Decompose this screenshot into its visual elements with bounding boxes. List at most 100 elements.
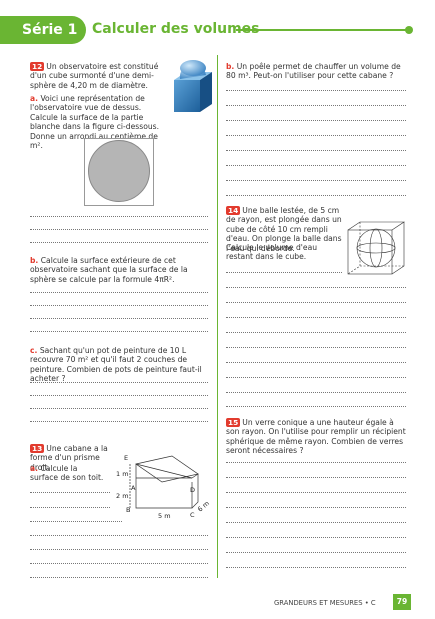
exercise-12c-label: c. bbox=[30, 346, 38, 355]
answer-line[interactable] bbox=[226, 332, 406, 333]
cube-side-face bbox=[200, 72, 212, 112]
answer-line[interactable] bbox=[226, 507, 406, 508]
exercise-13-number: 13 bbox=[30, 444, 45, 453]
dimension-5m-label: 5 m bbox=[158, 512, 171, 520]
answer-line[interactable] bbox=[226, 537, 406, 538]
answer-line[interactable] bbox=[30, 395, 208, 396]
exercise-13a-text: Calcule la surface de son toit. bbox=[30, 464, 104, 483]
exercise-12c: c. Sachant qu'un pot de peinture de 10 L… bbox=[30, 346, 212, 384]
answer-line[interactable] bbox=[30, 563, 208, 564]
answer-line[interactable] bbox=[30, 408, 208, 409]
exercise-13-intro: 13 Une cabane a la forme d'un prisme droi… bbox=[30, 444, 108, 472]
answer-line[interactable] bbox=[226, 522, 406, 523]
exercise-14-number: 14 bbox=[226, 206, 241, 215]
exercise-12b-text: Calcule la surface extérieure de cet obs… bbox=[30, 256, 188, 284]
answer-line[interactable] bbox=[226, 492, 406, 493]
answer-line[interactable] bbox=[30, 382, 208, 383]
top-view-square bbox=[84, 138, 154, 206]
answer-line[interactable] bbox=[226, 150, 406, 151]
top-view-figure bbox=[84, 138, 154, 206]
exercise-14-question: Calcule le volume d'eau restant dans le … bbox=[226, 243, 318, 262]
answer-line[interactable] bbox=[30, 292, 208, 293]
answer-line[interactable] bbox=[30, 492, 110, 493]
dimension-1m-label: 1 m bbox=[116, 470, 129, 478]
dimension-6m-label: 6 m bbox=[196, 499, 211, 513]
top-view-circle bbox=[88, 140, 150, 202]
answer-line[interactable] bbox=[30, 331, 208, 332]
prism-roof-slope bbox=[135, 463, 193, 479]
answer-line[interactable] bbox=[226, 165, 406, 166]
answer-line[interactable] bbox=[30, 549, 208, 550]
exercise-12b-label: b. bbox=[30, 256, 39, 265]
answer-line[interactable] bbox=[30, 535, 208, 536]
answer-line[interactable] bbox=[226, 392, 406, 393]
exercise-12a-label: a. bbox=[30, 94, 39, 103]
header-rule-dot bbox=[405, 26, 413, 34]
page-title: Calculer des volumes bbox=[92, 21, 260, 37]
exercise-15-text: 15 Un verre conique a une hauteur égale à… bbox=[226, 418, 406, 456]
exercise-12a-text: Voici une représentation de l'observatoi… bbox=[30, 94, 160, 151]
answer-line[interactable] bbox=[30, 507, 110, 508]
vertex-C-label: C bbox=[190, 511, 195, 519]
answer-line[interactable] bbox=[226, 90, 406, 91]
prism-side-outline bbox=[191, 473, 199, 509]
answer-line[interactable] bbox=[30, 421, 208, 422]
column-divider bbox=[217, 55, 218, 578]
answer-line[interactable] bbox=[226, 272, 342, 273]
exercise-12-number: 12 bbox=[30, 62, 45, 71]
answer-line[interactable] bbox=[226, 347, 406, 348]
exercise-15-number: 15 bbox=[226, 418, 241, 427]
prism-front-outline bbox=[135, 464, 193, 509]
ball-meridian bbox=[369, 228, 383, 268]
answer-line[interactable] bbox=[226, 567, 406, 568]
answer-line[interactable] bbox=[30, 229, 208, 230]
observatory-illustration bbox=[174, 60, 212, 112]
answer-line[interactable] bbox=[226, 180, 406, 181]
sphere-in-cube-figure bbox=[347, 221, 405, 275]
answer-line[interactable] bbox=[226, 377, 406, 378]
answer-line[interactable] bbox=[30, 521, 122, 522]
exercise-12c-text: Sachant qu'un pot de peinture de 10 L re… bbox=[30, 346, 202, 384]
exercise-13b: b. Un poêle permet de chauffer un volume… bbox=[226, 62, 408, 81]
cube-top-edges bbox=[347, 221, 405, 231]
answer-line[interactable] bbox=[226, 406, 406, 407]
footer-section: GRANDEURS ET MESURES • C bbox=[274, 599, 376, 607]
cube-front-face bbox=[174, 80, 200, 112]
exercise-13b-label: b. bbox=[226, 62, 235, 71]
answer-line[interactable] bbox=[226, 135, 406, 136]
answer-line[interactable] bbox=[30, 318, 208, 319]
answer-line[interactable] bbox=[226, 302, 406, 303]
answer-line[interactable] bbox=[30, 242, 208, 243]
answer-line[interactable] bbox=[226, 287, 406, 288]
page-header: Série 1 Calculer des volumes bbox=[0, 14, 435, 46]
vertex-D-label: D bbox=[190, 486, 195, 494]
answer-line[interactable] bbox=[226, 477, 406, 478]
answer-line[interactable] bbox=[226, 120, 406, 121]
answer-line[interactable] bbox=[226, 552, 406, 553]
answer-line[interactable] bbox=[226, 195, 406, 196]
answer-line[interactable] bbox=[226, 362, 406, 363]
exercise-13a: a. Calcule la surface de son toit. bbox=[30, 464, 106, 483]
vertex-E-label: E bbox=[124, 454, 128, 462]
exercise-13a-label: a. bbox=[30, 464, 39, 473]
answer-line[interactable] bbox=[30, 577, 208, 578]
cabin-prism-figure: E A B C D 1 m 2 m 5 m 6 m bbox=[116, 454, 211, 520]
exercise-12b: b. Calcule la surface extérieure de cet … bbox=[30, 256, 212, 284]
page-number: 79 bbox=[393, 594, 411, 610]
ball-circle bbox=[356, 228, 396, 268]
answer-line[interactable] bbox=[30, 305, 208, 306]
answer-line[interactable] bbox=[226, 105, 406, 106]
ball-equator bbox=[356, 242, 396, 254]
dome-ellipse bbox=[180, 60, 206, 76]
exercise-13b-text: Un poêle permet de chauffer un volume de… bbox=[226, 62, 401, 81]
answer-line[interactable] bbox=[30, 216, 208, 217]
serie-tab: Série 1 bbox=[0, 16, 86, 44]
vertex-B-label: B bbox=[126, 506, 130, 514]
dimension-2m-label: 2 m bbox=[116, 492, 129, 500]
answer-line[interactable] bbox=[226, 317, 406, 318]
header-rule bbox=[236, 29, 408, 31]
exercise-12-intro: 12 Un observatoire est constitué d'un cub… bbox=[30, 62, 159, 90]
vertex-A-label: A bbox=[131, 484, 136, 492]
answer-line[interactable] bbox=[226, 462, 406, 463]
exercise-14-intro: 14 Une balle lestée, de 5 cm de rayon, es… bbox=[226, 206, 342, 253]
